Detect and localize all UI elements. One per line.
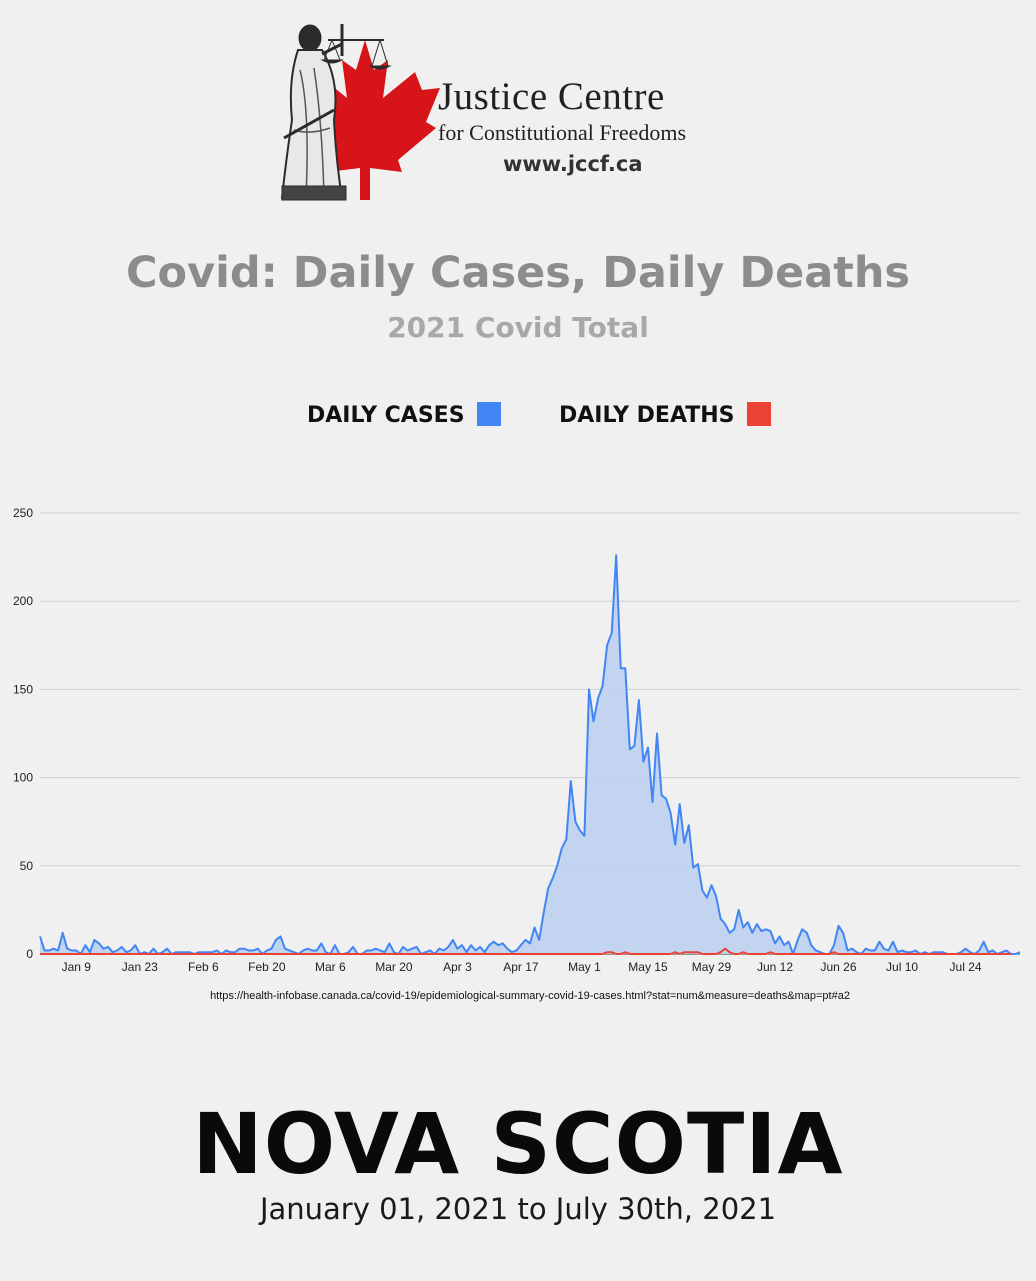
lady-justice-icon xyxy=(280,24,392,201)
logo-name: Justice Centre xyxy=(438,75,665,118)
legend-cases-swatch xyxy=(476,402,501,426)
x-tick-label: Jun 26 xyxy=(821,960,857,974)
covid-area-chart: 0 50 100 150 200 250 Jan 9 Jan 23 Feb 6 Feb 20 Ma… xyxy=(13,506,1021,974)
x-tick-label: Apr 17 xyxy=(503,960,539,974)
legend-deaths-swatch xyxy=(746,402,771,426)
legend-cases-label: DAILY CASES xyxy=(307,403,465,428)
jccf-logo: Justice Centre for Constitutional Freedo… xyxy=(270,10,750,210)
maple-leaf-icon xyxy=(290,40,440,200)
x-tick-label: Feb 20 xyxy=(248,960,286,974)
maple-leaf-lady-justice-icon xyxy=(280,24,440,201)
y-tick-label: 100 xyxy=(13,771,33,785)
chart-subtitle: 2021 Covid Total xyxy=(387,311,649,344)
legend-deaths: DAILY DEATHS xyxy=(559,402,771,428)
y-tick-label: 0 xyxy=(26,947,33,961)
x-tick-label: Jan 9 xyxy=(62,960,92,974)
x-tick-label: Feb 6 xyxy=(188,960,219,974)
region-name: NOVA SCOTIA xyxy=(192,1095,844,1193)
x-tick-label: Jan 23 xyxy=(122,960,158,974)
y-tick-label: 200 xyxy=(13,594,33,608)
x-tick-label: Jul 24 xyxy=(950,960,982,974)
x-tick-label: Mar 6 xyxy=(315,960,346,974)
x-tick-label: May 15 xyxy=(628,960,668,974)
source-link[interactable]: https://health-infobase.canada.ca/covid-… xyxy=(210,990,850,1002)
series-line-cases xyxy=(39,554,1021,955)
logo-subtitle: for Constitutional Freedoms xyxy=(438,120,687,145)
x-tick-label: Jul 10 xyxy=(886,960,918,974)
y-tick-label: 150 xyxy=(13,682,33,696)
x-tick-label: May 29 xyxy=(692,960,732,974)
legend-cases: DAILY CASES xyxy=(307,402,501,428)
legend-deaths-label: DAILY DEATHS xyxy=(559,403,735,428)
chart-title: Covid: Daily Cases, Daily Deaths xyxy=(125,248,911,298)
y-tick-label: 50 xyxy=(20,859,34,873)
x-tick-label: Jun 12 xyxy=(757,960,793,974)
date-range: January 01, 2021 to July 30th, 2021 xyxy=(259,1192,777,1226)
x-tick-label: Mar 20 xyxy=(375,960,413,974)
y-tick-label: 250 xyxy=(13,506,33,520)
series-area-cases xyxy=(40,555,1020,954)
x-tick-label: Apr 3 xyxy=(443,960,472,974)
series-line-deaths xyxy=(40,947,1011,955)
logo-url: www.jccf.ca xyxy=(503,152,643,176)
x-tick-label: May 1 xyxy=(568,960,601,974)
